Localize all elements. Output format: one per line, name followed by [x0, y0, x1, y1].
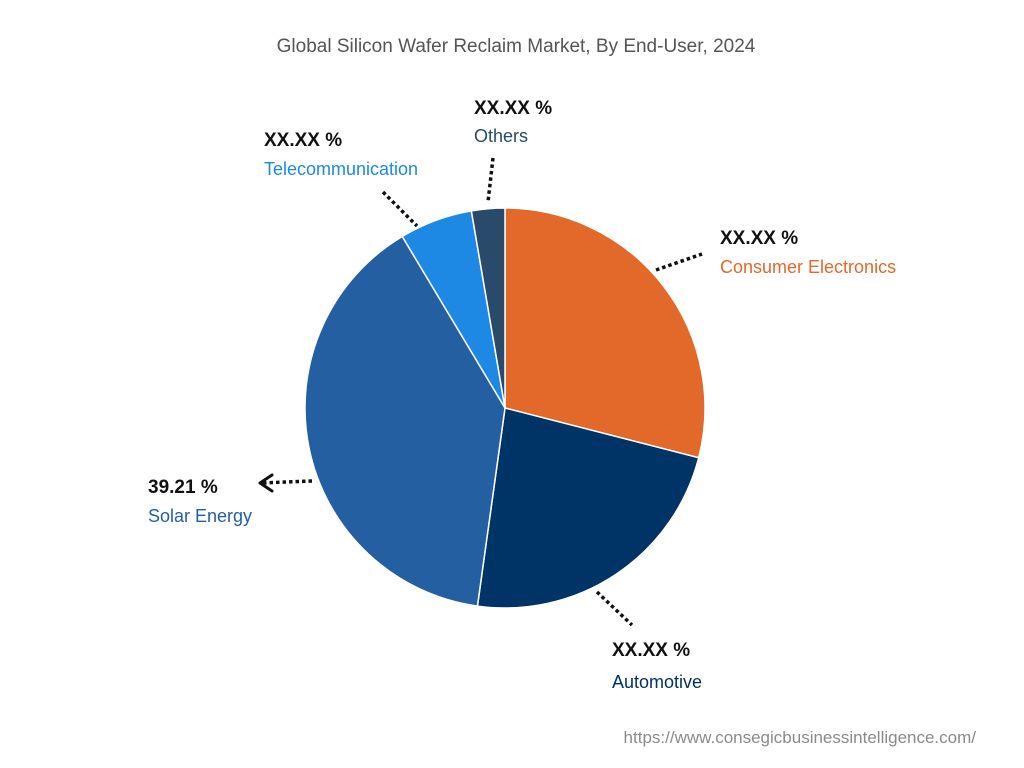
- pie-slices: [304, 207, 706, 609]
- pie-slice-automotive: [476, 407, 700, 609]
- arrow-head-icon: [258, 473, 274, 493]
- data-label-value: XX.XX %: [474, 98, 552, 119]
- data-label-value: XX.XX %: [612, 640, 690, 661]
- data-label-value: XX.XX %: [264, 130, 342, 151]
- leader-line: [261, 479, 313, 485]
- data-label-category: Telecommunication: [264, 159, 418, 179]
- pie-slice-solar-energy: [304, 235, 506, 607]
- pie-slice-consumer-electronics: [504, 207, 706, 459]
- pie-slice-others: [470, 207, 506, 409]
- data-label-value: XX.XX %: [720, 228, 798, 249]
- chart-title: Global Silicon Wafer Reclaim Market, By …: [277, 36, 756, 57]
- leader-line: [486, 157, 495, 203]
- data-label-value: 39.21 %: [148, 477, 218, 498]
- leader-line: [655, 252, 703, 272]
- data-label-category: Automotive: [612, 672, 702, 692]
- leader-lines: [258, 157, 703, 627]
- leader-line: [595, 590, 634, 627]
- slice-labels: XX.XX % Consumer Electronics XX.XX % Automo…: [148, 98, 896, 692]
- data-label-category: Consumer Electronics: [720, 257, 896, 277]
- data-label-category: Solar Energy: [148, 506, 252, 526]
- leader-line: [381, 190, 419, 228]
- source-url[interactable]: https://www.consegicbusinessintelligence…: [624, 728, 977, 747]
- data-label-category: Others: [474, 126, 528, 146]
